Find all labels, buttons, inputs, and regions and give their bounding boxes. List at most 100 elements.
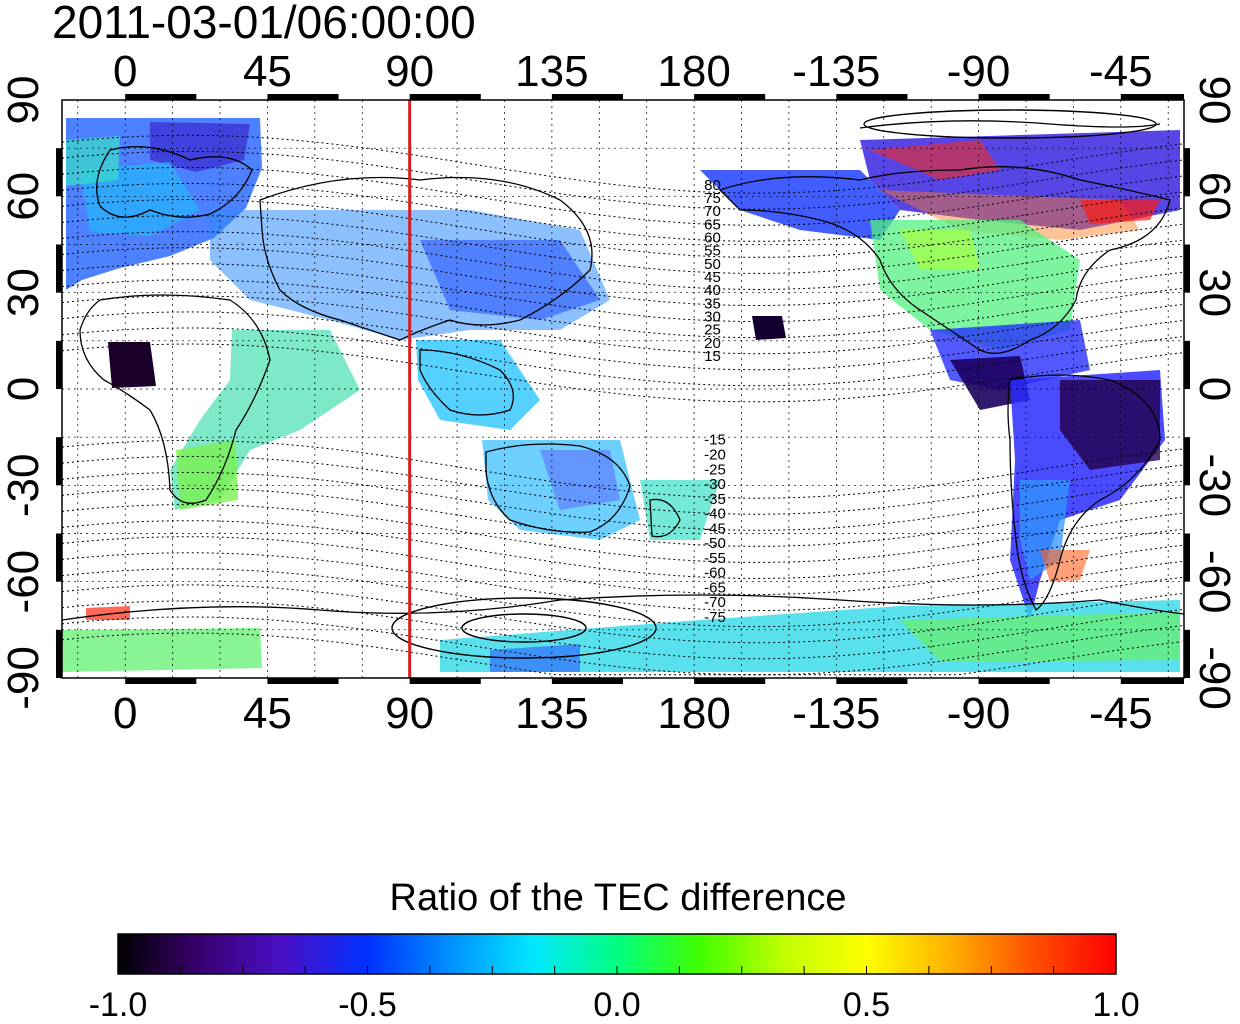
contour-line [62,150,1183,210]
contour-line [62,295,1183,355]
contour-label: 70 [704,203,721,220]
colorbar-tick-label: -1.0 [89,986,148,1024]
contour-label: 60 [704,229,721,246]
right-lat-tick-label: -60 [1190,550,1239,614]
contour-line [62,616,1183,676]
contour-label: 40 [704,282,721,299]
contour-line [62,600,1183,660]
colorbar-tick-label: 0.5 [843,986,890,1024]
coast-antarctica [62,594,1184,621]
north-pole-contour [863,109,1157,139]
tec-patch-central-america-dark [950,356,1030,410]
contour-label: -20 [704,447,726,464]
contour-line [62,263,1183,323]
contour-label: -50 [704,535,726,552]
bottom-lon-tick-label: -45 [1089,689,1153,738]
bottom-lon-tick-label: 180 [657,689,730,738]
tec-patch-patagonia-orange [1040,550,1090,582]
contour-solid-loops [391,109,1157,659]
contour-line [62,472,1183,531]
contour-label: 75 [704,190,721,207]
magnetic-latitude-contours [62,134,1183,676]
coastlines [62,120,1184,621]
colorbar-tick-label: 0.0 [593,986,640,1024]
contour-label: -65 [704,579,726,596]
frame-bar-right [1184,148,1190,197]
contour-label: -55 [704,550,726,567]
frame-bar-right [1184,629,1190,678]
south-pole-contour-outer [391,597,657,659]
bottom-longitude-ticks: 0 45 90 135 180 -135 -90 -45 [113,689,1153,738]
coast-australia [485,443,631,533]
contour-label: 20 [704,335,721,352]
frame-bar-bottom [978,678,1050,684]
frame-bar-right [1184,340,1190,389]
frame-bar-top [836,94,908,100]
left-lat-tick-label: -30 [0,454,48,518]
frame-bar-right [1184,437,1190,486]
contour-line [62,536,1183,595]
contour-label: 35 [704,295,721,312]
contour-line [62,134,1183,194]
top-lon-tick-label: 0 [113,47,137,96]
colorbar-tick-label: -0.5 [338,986,397,1024]
right-lat-tick-label: -30 [1190,454,1239,518]
frame-bar-bottom [409,678,481,684]
frame-bar-top [978,94,1050,100]
contour-line [62,632,1183,676]
contour-line [62,198,1183,258]
bottom-lon-tick-label: -90 [947,689,1011,738]
map-title: 2011-03-01/06:00:00 [52,0,476,48]
right-lat-tick-label: 30 [1190,268,1239,317]
contour-line [62,552,1183,612]
tec-patch-canada-red [1080,200,1160,224]
contour-label: -70 [704,594,726,611]
top-lon-tick-label: -90 [947,47,1011,96]
coast-asia [259,176,593,341]
colorbar-tick-label: 1.0 [1092,986,1139,1024]
contour-label: 80 [704,177,721,194]
frame-bar-right [1184,244,1190,293]
frame-bar-bottom [836,678,908,684]
tec-patch-north-pacific [700,170,900,240]
coast-new-zealand [649,498,681,538]
right-lat-tick-label: 60 [1190,172,1239,221]
contour-label: -60 [704,565,726,582]
contour-label: 65 [704,216,721,233]
frame-bar-left [56,340,62,389]
tec-patch-antarctic-west [62,628,262,672]
contour-label: -75 [704,609,726,626]
frame-bar-bottom [267,678,339,684]
tec-patch-pacific-dark [752,316,786,340]
contour-line [62,520,1183,580]
right-lat-tick-label: -90 [1190,646,1239,710]
contour-line [62,343,1183,403]
top-lon-tick-label: -45 [1089,47,1153,96]
top-lon-tick-label: 180 [657,47,730,96]
bottom-lon-tick-label: 0 [113,689,137,738]
contour-line [62,183,1183,242]
tec-patch-south-africa [176,440,238,510]
colorbar-tick-labels: -1.0 -0.5 0.0 0.5 1.0 [89,986,1140,1024]
frame-bar-left [56,533,62,582]
left-lat-tick-label: -60 [0,550,48,614]
contour-label: -40 [704,506,726,523]
tec-patch-antarctic-red [86,606,130,620]
left-lat-tick-label: 0 [0,377,48,401]
contour-label: 45 [704,269,721,286]
right-latitude-ticks: 90 60 30 0 -30 -60 -90 [1190,76,1239,710]
tec-patch-brazil-dark [1060,380,1160,470]
contour-line [62,327,1183,387]
contour-label: -15 [704,432,726,449]
contour-line [62,568,1183,628]
frame-bar-bottom [694,678,766,684]
contour-label: -25 [704,461,726,478]
contour-line [62,247,1183,306]
frame-bar-top [694,94,766,100]
frame-bar-left [56,244,62,293]
left-latitude-ticks: 90 60 30 0 -30 -60 -90 [0,76,48,710]
contour-line [62,166,1183,226]
tec-patch-west-africa-dark [108,342,156,388]
